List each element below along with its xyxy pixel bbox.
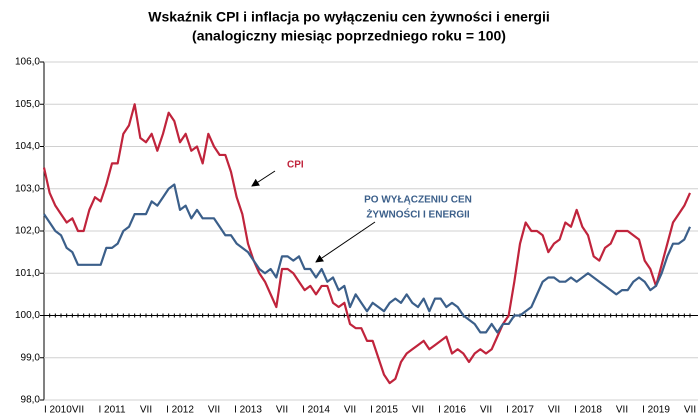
y-tick-label: 100,0: [15, 310, 40, 321]
arrow: [315, 221, 376, 263]
x-tick-label: I 2018: [574, 405, 602, 416]
x-tick-label: I 2014: [302, 405, 330, 416]
x-tick-label: VII: [344, 405, 356, 416]
x-tick-label: I 2015: [370, 405, 398, 416]
series-line: [42, 103, 692, 385]
series-line: [43, 183, 692, 334]
x-tick-label: VII: [140, 405, 152, 416]
annotation: CPI: [287, 160, 304, 171]
plot: 98,0 99,0 100,0 101,0 102,0 103,0 104,0 105,0 10…: [15, 57, 698, 416]
x-tick-label: I 2010: [44, 405, 72, 416]
y-tick-label: 103,0: [15, 183, 40, 194]
x-tick-label: VII: [72, 405, 84, 416]
x-tick-label: I 2013: [234, 405, 262, 416]
arrow: [251, 170, 276, 187]
x-tick-label: VII: [276, 405, 288, 416]
y-tick-label: 98,0: [21, 395, 41, 406]
x-tick-label: VII: [684, 405, 696, 416]
x-tick-label: VII: [208, 405, 220, 416]
y-tick-label: 105,0: [15, 99, 40, 110]
y-tick-label: 101,0: [15, 268, 40, 279]
x-tick-label: VII: [616, 405, 628, 416]
y-tick-label: 104,0: [15, 141, 40, 152]
x-tick-label: I 2012: [166, 405, 194, 416]
x-tick-label: I 2016: [438, 405, 466, 416]
x-tick-label: I 2019: [642, 405, 670, 416]
y-tick-label: 106,0: [15, 57, 40, 68]
x-tick-label: I 2011: [98, 405, 125, 416]
y-tick-label: 102,0: [15, 226, 40, 237]
x-tick-label: VII: [480, 405, 492, 416]
chart-title: Wskaźnik CPI i inflacja po wyłączeniu ce…: [148, 9, 549, 25]
x-tick-label: I 2017: [506, 405, 534, 416]
chart-subtitle: (analogiczny miesiąc poprzedniego roku =…: [192, 28, 506, 44]
annotation: PO WYŁĄCZENIU CEN: [364, 195, 472, 206]
x-tick-label: VII: [412, 405, 424, 416]
annotation: ŻYWNOŚCI I ENERGII: [366, 208, 470, 221]
y-tick-label: 99,0: [21, 352, 41, 363]
x-tick-label: VII: [548, 405, 560, 416]
